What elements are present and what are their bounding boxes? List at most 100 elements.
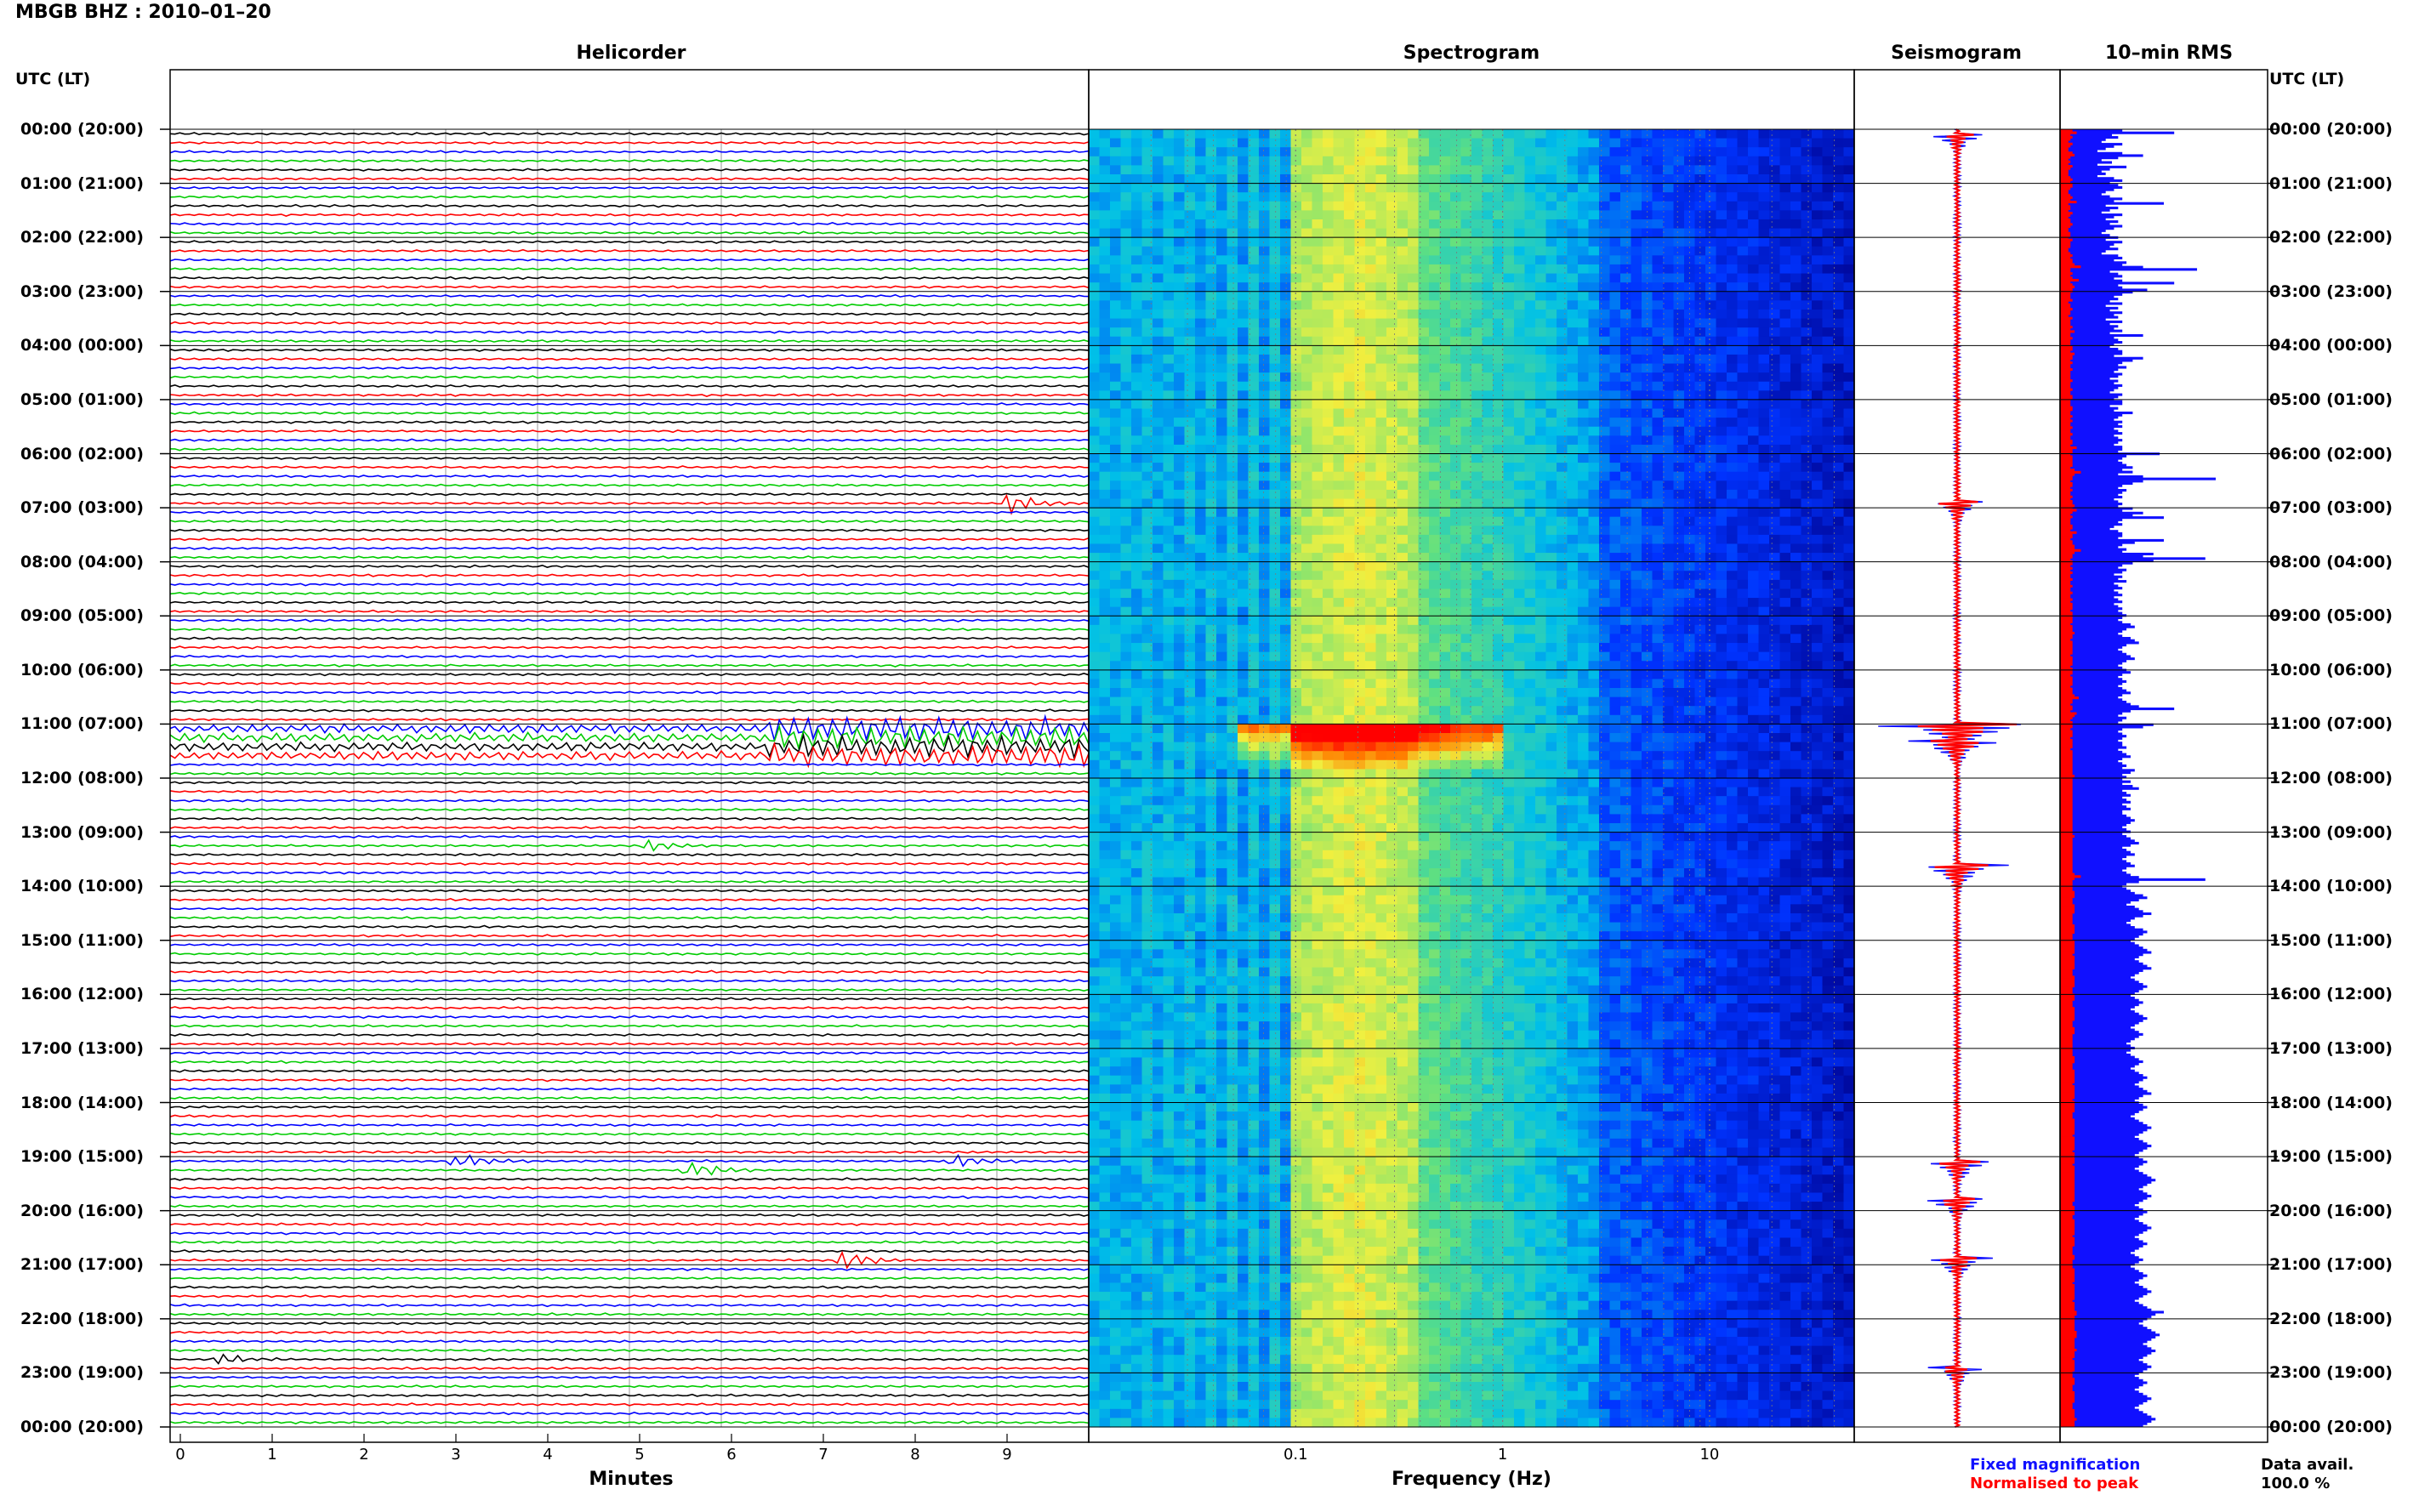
rms-bar bbox=[2060, 765, 2073, 769]
rms-bar bbox=[2060, 587, 2123, 590]
time-label-left: 16:00 (12:00) bbox=[20, 985, 144, 1004]
rms-bar bbox=[2060, 564, 2123, 567]
time-label-left: 17:00 (13:00) bbox=[20, 1038, 144, 1058]
rms-bar bbox=[2060, 907, 2139, 911]
rms-bar bbox=[2060, 780, 2131, 783]
helicorder-trace bbox=[169, 1411, 1090, 1416]
rms-bar bbox=[2060, 929, 2075, 932]
rms-bar bbox=[2060, 918, 2073, 921]
rms-bar bbox=[2060, 712, 2077, 715]
rms-bar bbox=[2060, 591, 2073, 594]
rms-bar bbox=[2060, 639, 2135, 642]
rms-bar bbox=[2060, 997, 2135, 1000]
rms-bar bbox=[2060, 197, 2123, 201]
helicorder-trace bbox=[169, 969, 1090, 975]
rms-bar bbox=[2060, 1192, 2148, 1196]
rms-bar bbox=[2060, 656, 2073, 659]
rms-bar bbox=[2060, 1408, 2139, 1412]
helicorder-trace bbox=[169, 267, 1090, 271]
rms-bar bbox=[2060, 343, 2114, 346]
rms-bar bbox=[2060, 1338, 2152, 1341]
rms-bar bbox=[2060, 1153, 2135, 1157]
rms-bar bbox=[2060, 989, 2139, 993]
rms-bar bbox=[2060, 743, 2123, 747]
rms-bar bbox=[2060, 1022, 2073, 1026]
helicorder-trace bbox=[169, 1141, 1090, 1145]
rms-bar bbox=[2060, 1384, 2143, 1387]
rms-bar bbox=[2060, 134, 2112, 137]
rms-bar bbox=[2060, 1319, 2075, 1322]
rms-bar bbox=[2060, 598, 2073, 601]
rms-bar bbox=[2060, 1203, 2135, 1207]
helicorder-trace bbox=[169, 546, 1090, 550]
rms-bar bbox=[2060, 1179, 2156, 1182]
rms-bar bbox=[2060, 1142, 2148, 1145]
rms-bar bbox=[2060, 1011, 2075, 1015]
rms-bar bbox=[2060, 998, 2075, 1001]
rms-bar bbox=[2060, 634, 2073, 637]
rms-bar bbox=[2060, 1286, 2143, 1289]
rms-bar bbox=[2060, 637, 2131, 640]
rms-bar bbox=[2060, 773, 2123, 776]
time-label-left: 07:00 (03:00) bbox=[20, 498, 144, 518]
rms-bar bbox=[2060, 1183, 2148, 1186]
helicorder-trace bbox=[169, 1087, 1090, 1091]
rms-bar bbox=[2060, 833, 2123, 836]
rms-bar bbox=[2060, 493, 2119, 497]
utc-label-right: UTC (LT) bbox=[2269, 70, 2345, 88]
rms-bar bbox=[2060, 1201, 2139, 1205]
rms-bar bbox=[2060, 1160, 2148, 1163]
rms-bar bbox=[2060, 678, 2123, 681]
helicorder-trace bbox=[169, 1032, 1090, 1037]
legend-normalised: Normalised to peak bbox=[1970, 1475, 2139, 1492]
rms-bar bbox=[2060, 304, 2106, 308]
rms-bar bbox=[2060, 515, 2073, 519]
rms-bar bbox=[2060, 129, 2123, 133]
rms-bar bbox=[2060, 973, 2073, 976]
rms-bar bbox=[2060, 283, 2073, 287]
rms-bar bbox=[2060, 504, 2075, 508]
helicorder-trace bbox=[169, 1024, 1090, 1028]
helicorder-trace bbox=[169, 781, 1090, 785]
spectrogram-plot bbox=[1088, 129, 1855, 1428]
rms-bar bbox=[2060, 855, 2073, 858]
frequency-tick-label: 10 bbox=[1699, 1446, 1720, 1464]
rms-bar bbox=[2060, 1244, 2143, 1248]
rms-bar bbox=[2060, 645, 2073, 648]
rms-bar bbox=[2060, 190, 2106, 194]
rms-bar bbox=[2060, 1370, 2143, 1373]
rms-bar bbox=[2060, 591, 2119, 594]
rms-bar bbox=[2060, 1028, 2135, 1032]
rms-bar bbox=[2060, 1157, 2075, 1160]
rms-bar bbox=[2060, 648, 2119, 651]
rms-bar bbox=[2060, 410, 2071, 413]
minute-tick-label: 0 bbox=[175, 1446, 185, 1464]
rms-bar bbox=[2060, 861, 2073, 865]
rms-bar bbox=[2060, 496, 2123, 499]
rms-bar bbox=[2060, 412, 2071, 416]
utc-label-left: UTC (LT) bbox=[15, 70, 91, 88]
rms-bar bbox=[2060, 352, 2123, 355]
rms-bar bbox=[2060, 814, 2127, 817]
rms-bar bbox=[2060, 785, 2133, 788]
rms-bar bbox=[2060, 696, 2079, 700]
rms-bar bbox=[2060, 1379, 2075, 1383]
helicorder-trace bbox=[169, 230, 1090, 236]
helicorder-trace bbox=[169, 879, 1090, 884]
rms-bar bbox=[2060, 503, 2123, 506]
rms-bar bbox=[2060, 179, 2123, 182]
rms-bar bbox=[2060, 1344, 2148, 1348]
rms-bar bbox=[2060, 219, 2071, 222]
rms-bar bbox=[2060, 584, 2073, 588]
time-label-right: 05:00 (01:00) bbox=[2269, 389, 2393, 409]
rms-bar bbox=[2060, 337, 2073, 340]
helicorder-trace bbox=[169, 1339, 1090, 1344]
rms-bar bbox=[2060, 933, 2073, 936]
rms-bar bbox=[2060, 1281, 2135, 1284]
rms-bar bbox=[2060, 1037, 2073, 1042]
helicorder-trace bbox=[169, 732, 1090, 761]
rms-bar bbox=[2060, 315, 2119, 319]
rms-bar bbox=[2060, 450, 2119, 453]
rms-bar bbox=[2060, 1149, 2143, 1152]
rms-bar bbox=[2060, 254, 2119, 258]
